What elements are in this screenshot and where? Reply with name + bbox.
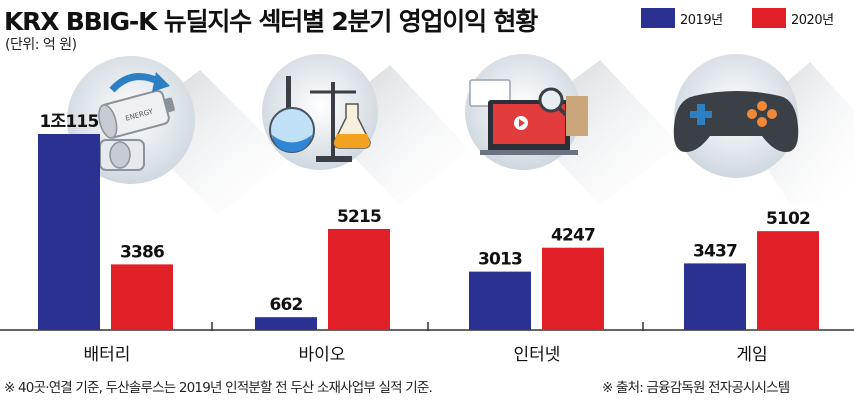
category-label: 인터넷 xyxy=(514,345,561,365)
lab-flask-icon xyxy=(262,54,470,205)
footnote-source: ※ 출처: 금융감독원 전자공시시스템 xyxy=(602,376,789,396)
footnote-note: ※ 40곳·연결 기준, 두산솔루스는 2019년 인적분할 전 두산 소재사업… xyxy=(4,376,432,396)
bar-value-label: 3437 xyxy=(693,241,737,261)
battery-icon: ENERGY xyxy=(67,56,290,215)
gamepad-icon xyxy=(674,54,854,205)
bar-0-0 xyxy=(38,134,100,330)
bar-value-label: 5102 xyxy=(766,209,810,229)
bar-value-label: 3013 xyxy=(478,250,522,270)
bar-1-0 xyxy=(255,317,317,330)
category-label: 바이오 xyxy=(299,345,346,365)
bar-value-label: 5215 xyxy=(337,207,381,227)
bar-0-1 xyxy=(111,264,173,330)
computer-screen-icon xyxy=(465,54,680,205)
bar-2-0 xyxy=(469,272,531,330)
bar-3-1 xyxy=(757,231,819,330)
bar-value-label: 3386 xyxy=(120,242,164,262)
bar-value-label: 4247 xyxy=(551,226,595,246)
category-label: 배터리 xyxy=(84,345,131,365)
bar-2-1 xyxy=(542,248,604,330)
bar-value-label: 1조115 xyxy=(40,112,99,132)
bar-value-label: 662 xyxy=(269,295,302,315)
bar-1-1 xyxy=(328,229,390,330)
bar-3-0 xyxy=(684,263,746,330)
category-labels-layer: 배터리 바이오 인터넷 게임 xyxy=(84,345,768,365)
category-label: 게임 xyxy=(736,345,767,365)
